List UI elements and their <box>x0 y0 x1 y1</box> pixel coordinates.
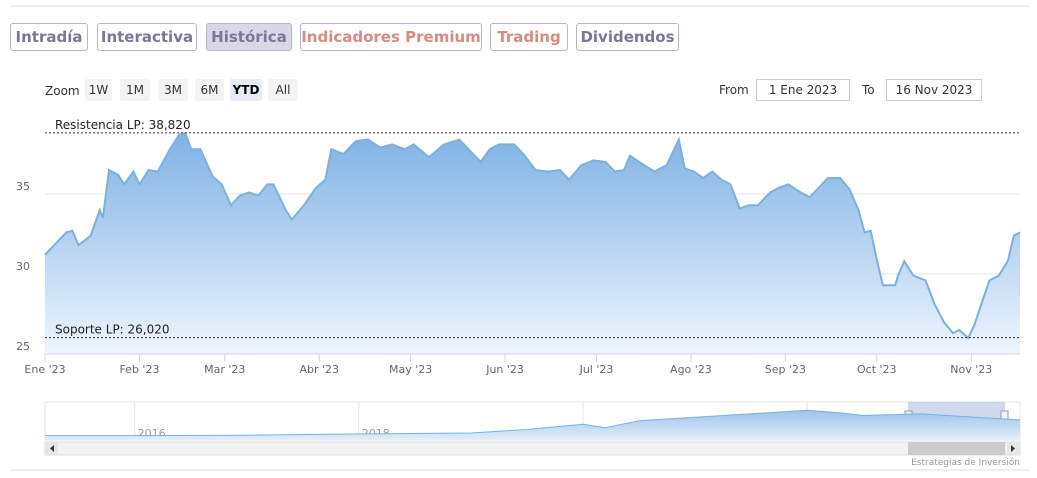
tab[interactable]: Indicadores Premium <box>300 23 482 51</box>
scroll-right-arrow <box>1011 445 1015 452</box>
x-tick-label: Nov '23 <box>950 363 992 376</box>
area-fill <box>45 133 1020 354</box>
tab[interactable]: Dividendos <box>576 23 679 51</box>
y-tick-label: 30 <box>16 260 30 273</box>
annotation-label: Resistencia LP: 38,820 <box>55 118 191 132</box>
to-label: To <box>862 83 875 97</box>
scrollbar-track[interactable] <box>44 441 1021 456</box>
zoom-button[interactable]: 6M <box>195 79 224 101</box>
to-input[interactable]: 16 Nov 2023 <box>886 79 982 101</box>
zoom-button[interactable]: All <box>268 79 298 101</box>
from-label: From <box>719 83 749 97</box>
x-tick-label: Mar '23 <box>204 363 245 376</box>
zoom-label: Zoom <box>45 84 80 98</box>
zoom-button[interactable]: 1M <box>120 79 150 101</box>
price-line <box>44 132 1021 340</box>
navigator-line <box>45 409 1021 437</box>
x-tick-label: Feb '23 <box>119 363 159 376</box>
from-input[interactable]: 1 Ene 2023 <box>756 79 850 101</box>
x-tick-label: Oct '23 <box>857 363 897 376</box>
tab[interactable]: Intradía <box>10 23 88 51</box>
y-tick-label: 35 <box>16 180 30 193</box>
tab[interactable]: Trading <box>490 23 568 51</box>
x-tick-label: Abr '23 <box>299 363 339 376</box>
x-tick-label: Jun '23 <box>485 363 524 376</box>
x-tick-label: May '23 <box>389 363 432 376</box>
tab[interactable]: Interactiva <box>97 23 197 51</box>
x-tick-label: Ene '23 <box>24 363 65 376</box>
tab[interactable]: Histórica <box>206 23 292 51</box>
zoom-button[interactable]: YTD <box>230 79 262 101</box>
scrollbar-thumb[interactable] <box>908 442 1005 455</box>
x-tick-label: Jul '23 <box>579 363 614 376</box>
scroll-left-arrow <box>50 445 54 452</box>
annotation-label: Soporte LP: 26,020 <box>55 323 170 337</box>
y-tick-label: 25 <box>16 340 30 353</box>
zoom-button[interactable]: 1W <box>85 79 112 101</box>
x-tick-label: Sep '23 <box>765 363 806 376</box>
navigator-area <box>45 410 1020 440</box>
x-tick-label: Ago '23 <box>670 363 712 376</box>
credits: Estrategias de Inversión <box>911 457 1020 468</box>
zoom-button[interactable]: 3M <box>158 79 188 101</box>
